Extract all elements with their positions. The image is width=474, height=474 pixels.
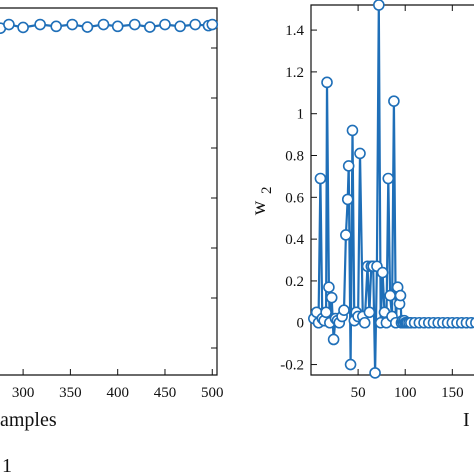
x-tick-label: 150	[441, 385, 464, 401]
x-tick-label: 100	[394, 385, 417, 401]
data-point	[144, 21, 156, 33]
caption-fragment: 1	[2, 455, 12, 474]
data-point	[376, 266, 389, 279]
y-tick-label: 0.2	[285, 274, 304, 290]
data-point	[346, 124, 359, 137]
y-tick-label: 0.8	[285, 149, 304, 165]
right-y-axis-label: w 2	[248, 187, 275, 216]
y-tick-label: 0.6	[285, 190, 304, 206]
data-point	[174, 20, 186, 33]
data-point	[341, 193, 354, 206]
data-point	[50, 20, 63, 33]
x-tick-label: 450	[154, 385, 177, 401]
data-point	[470, 317, 474, 329]
data-point	[338, 304, 350, 316]
data-point	[325, 291, 338, 304]
x-tick-label: 50	[351, 385, 366, 401]
y-tick-label: 1.4	[285, 23, 304, 39]
x-tick-label: 300	[12, 385, 35, 401]
y-label-main: w	[248, 200, 270, 215]
axis-frame	[310, 4, 474, 376]
data-point	[3, 18, 15, 31]
data-point	[66, 18, 79, 31]
data-point	[314, 172, 327, 185]
data-point	[388, 95, 400, 107]
left-chart: 300 350 400 450 500	[0, 7, 224, 401]
y-label-subscript: 2	[259, 187, 275, 195]
data-point	[17, 21, 29, 34]
data-point	[363, 306, 376, 319]
data-point	[97, 18, 110, 31]
y-tick-label: 0	[297, 316, 305, 332]
data-point	[321, 76, 333, 89]
left-x-axis-label: amples	[0, 409, 57, 431]
data-point	[354, 147, 366, 160]
y-tick-label: 1.2	[285, 65, 304, 81]
y-tick-label: 0.4	[285, 232, 304, 248]
data-point	[111, 20, 124, 33]
data-point	[358, 316, 371, 329]
right-chart: 50 100 150 -0.2 0 0.2 0.4 0.6 0.8 1 1.2 1.4	[280, 0, 474, 401]
data-point	[344, 358, 357, 371]
data-point	[382, 172, 395, 185]
data-point	[34, 18, 46, 31]
data-point	[128, 18, 141, 31]
data-point	[369, 367, 381, 379]
right-x-axis-label: I	[463, 409, 470, 431]
data-point	[394, 289, 407, 302]
data-point	[323, 281, 335, 294]
data-point	[159, 18, 171, 31]
x-tick-label: 500	[201, 385, 224, 401]
data-point	[327, 333, 340, 346]
x-tick-label: 350	[59, 385, 82, 401]
data-point	[81, 21, 94, 33]
data-point	[384, 289, 396, 302]
data-point	[189, 18, 202, 31]
data-point	[340, 229, 352, 241]
x-tick-label: 400	[106, 385, 129, 401]
data-point	[206, 18, 219, 31]
data-point	[320, 306, 332, 319]
axis-frame	[0, 7, 218, 376]
data-point	[342, 160, 355, 172]
data-point	[373, 0, 385, 11]
y-tick-label: -0.2	[280, 358, 304, 374]
y-tick-label: 1	[297, 107, 305, 123]
